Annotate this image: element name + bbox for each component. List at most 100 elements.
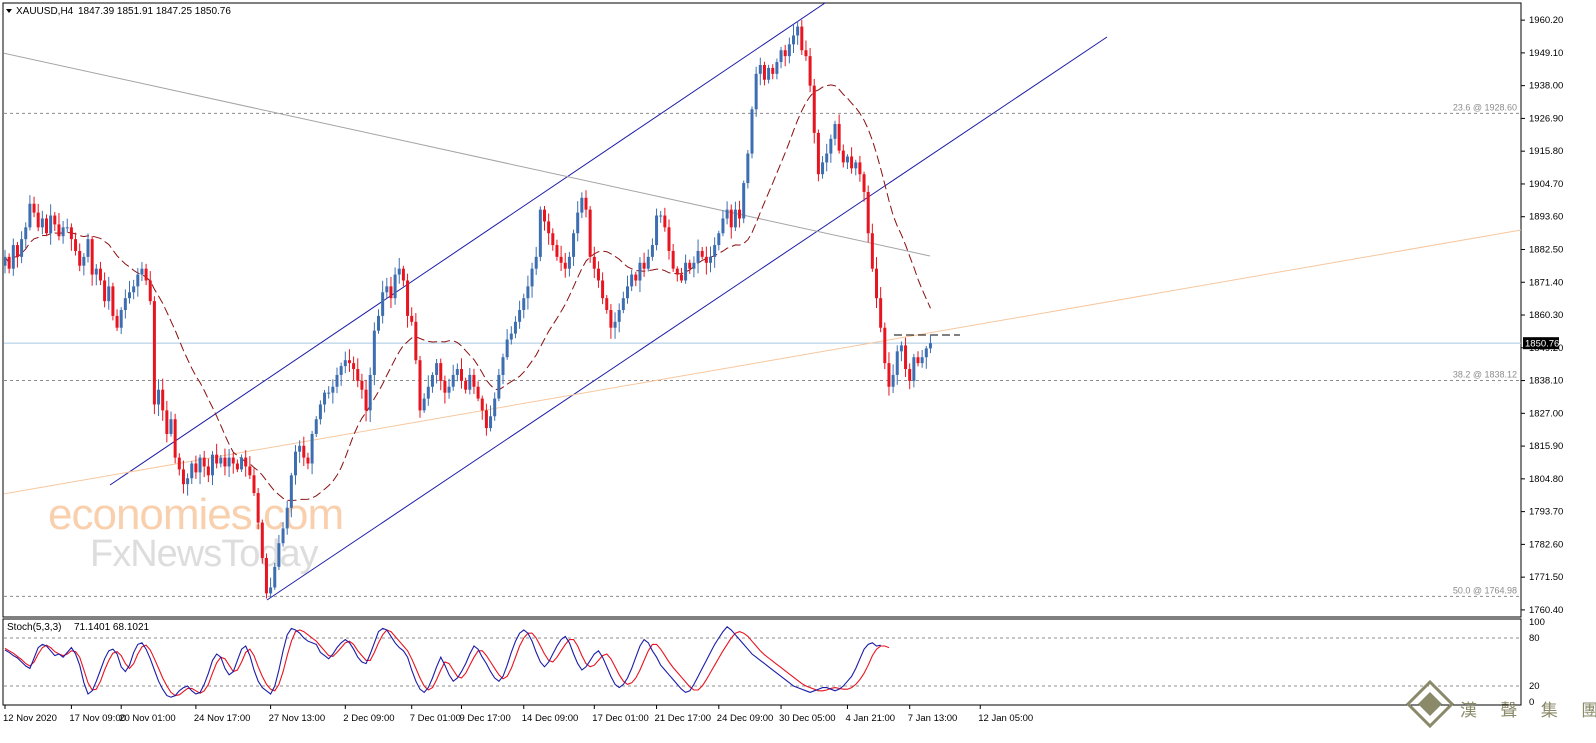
candle: [812, 78, 816, 144]
candle: [418, 355, 422, 418]
time-tick-label: 27 Nov 13:00: [269, 713, 326, 724]
candle: [285, 500, 289, 535]
candle: [352, 356, 356, 381]
ohlc-label: 1847.39 1851.91 1847.25 1850.76: [78, 6, 231, 17]
watermark-fxnewstoday: FxNewsToday: [90, 533, 319, 575]
candle: [244, 450, 248, 477]
watermark-economies: economies.com: [48, 490, 343, 539]
candle: [480, 395, 484, 420]
price-tick-label: 1815.90: [1529, 441, 1563, 452]
stoch-values-label: 71.1401 68.1021: [74, 622, 150, 633]
candle: [816, 129, 820, 182]
candle: [223, 448, 227, 476]
time-tick-label: 7 Dec 01:00: [410, 713, 461, 724]
candle: [123, 289, 127, 319]
candle: [69, 223, 73, 251]
candle: [20, 231, 24, 264]
candle: [36, 203, 40, 232]
candle: [904, 337, 908, 377]
candle: [646, 249, 650, 272]
time-tick-label: 7 Jan 13:00: [908, 713, 958, 724]
candle: [82, 253, 86, 276]
candle: [460, 358, 463, 389]
candle: [559, 245, 563, 271]
time-tick-label: 12 Nov 2020: [3, 713, 57, 724]
candle: [767, 64, 771, 84]
time-tick-label: 12 Jan 05:00: [978, 713, 1033, 724]
candle: [899, 341, 903, 362]
candle: [771, 64, 775, 80]
candle: [879, 287, 883, 333]
candle: [364, 379, 368, 422]
candle: [256, 488, 260, 530]
moving-average-line: [4, 84, 931, 501]
fib-level-label: 50.0 @ 1764.98: [1453, 585, 1517, 595]
time-tick-label: 24 Dec 09:00: [717, 713, 774, 724]
main-plot-frame: [2, 2, 1522, 618]
candle: [240, 454, 244, 472]
candle: [98, 261, 102, 286]
stoch-name-label: Stoch(5,3,3): [7, 622, 61, 633]
time-tick-label: 4 Jan 21:00: [845, 713, 895, 724]
candle: [526, 275, 530, 310]
price-tick-label: 1771.50: [1529, 572, 1563, 583]
candle: [65, 218, 69, 233]
candle: [215, 443, 219, 469]
stoch-tick-label: 100: [1529, 617, 1545, 628]
candle: [501, 353, 505, 385]
candle: [850, 147, 854, 174]
candle: [252, 468, 256, 496]
candle: [260, 519, 264, 564]
price-tick-label: 1960.20: [1529, 15, 1563, 26]
candle: [119, 307, 123, 334]
candle: [530, 262, 534, 298]
candle: [165, 400, 169, 443]
price-tick-label: 1926.90: [1529, 113, 1563, 124]
candle: [679, 267, 683, 283]
price-tick-label: 1871.40: [1529, 277, 1563, 288]
price-tick-label: 1882.50: [1529, 244, 1563, 255]
candle: [887, 352, 891, 396]
stoch-tick-label: 0: [1529, 697, 1534, 708]
stoch-tick-label: 80: [1529, 633, 1540, 644]
candle: [61, 221, 65, 244]
candle: [148, 271, 152, 305]
fib-level-label: 38.2 @ 1838.12: [1453, 369, 1517, 379]
candle: [314, 416, 318, 437]
candle: [663, 207, 667, 232]
candle: [90, 236, 94, 286]
candle: [713, 237, 717, 268]
candle: [522, 293, 526, 319]
candle: [858, 155, 862, 182]
candle: [895, 345, 899, 385]
time-tick-label: 9 Dec 17:00: [460, 713, 511, 724]
candle: [140, 262, 144, 282]
candle: [667, 219, 671, 260]
candle: [157, 379, 161, 416]
candle: [746, 150, 750, 189]
price-tick-label: 1938.00: [1529, 81, 1563, 92]
candle: [721, 210, 725, 237]
diamond-logo-inner-icon: [1418, 692, 1442, 716]
candle: [505, 329, 509, 360]
candle: [277, 534, 281, 570]
candle: [567, 251, 571, 277]
candle: [331, 379, 335, 404]
candle: [194, 455, 198, 479]
candle: [169, 411, 173, 437]
logo-text: 漢 聲 集 團: [1460, 701, 1596, 721]
candle: [783, 44, 787, 67]
candle: [688, 259, 692, 274]
candle: [401, 265, 405, 287]
candle: [339, 362, 343, 386]
candle: [78, 243, 82, 272]
candle: [269, 577, 273, 598]
price-tick-label: 1915.80: [1529, 146, 1563, 157]
candle: [613, 312, 617, 339]
candle: [762, 61, 766, 86]
candle: [206, 458, 210, 483]
candle: [580, 192, 584, 219]
time-tick-label: 14 Dec 09:00: [522, 713, 579, 724]
candle: [439, 358, 443, 391]
